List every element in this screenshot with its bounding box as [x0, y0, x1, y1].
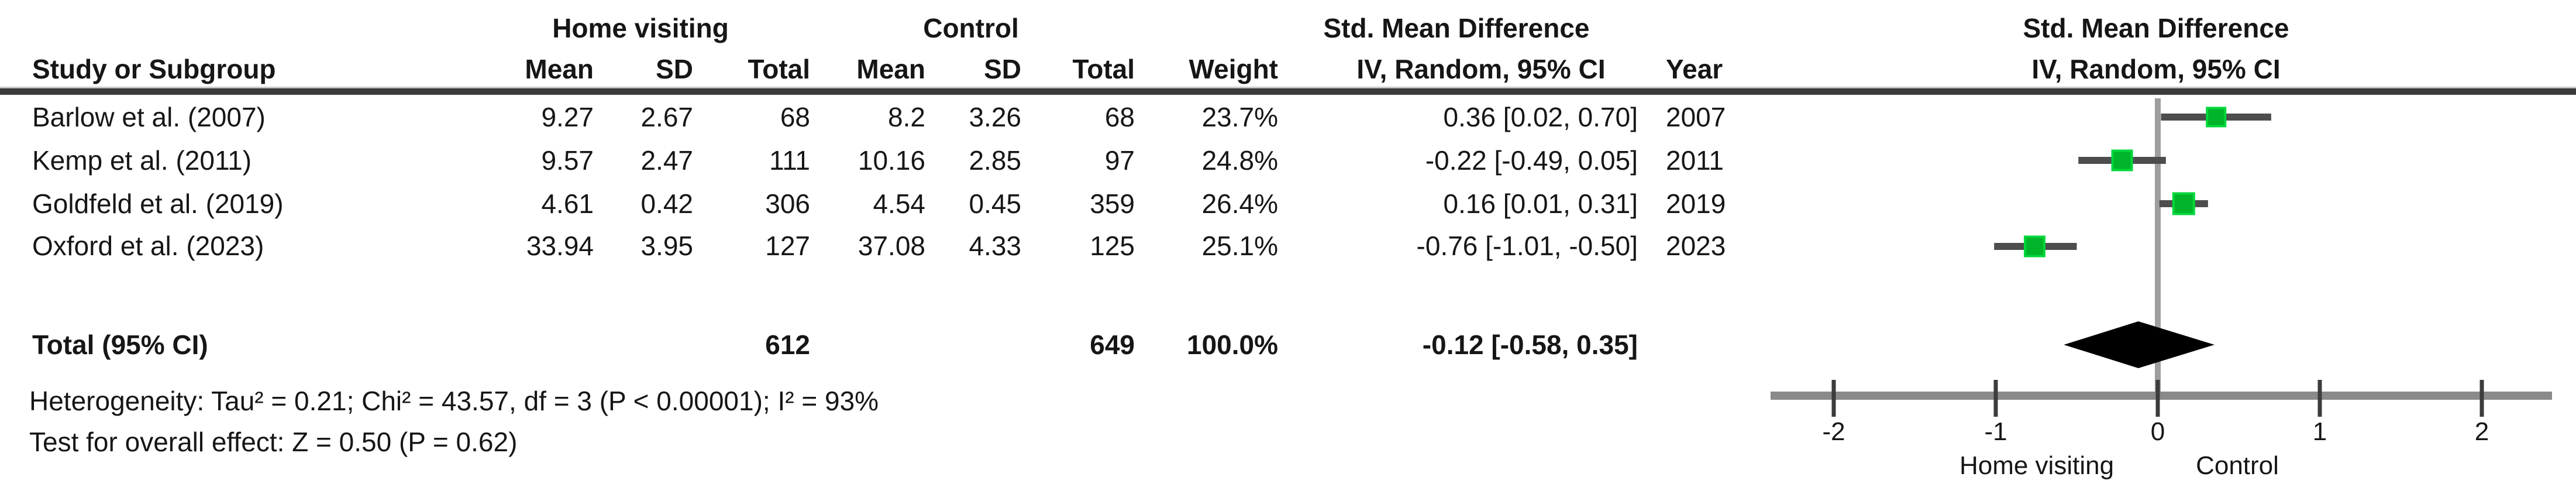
mean-ctl: 10.16 [857, 145, 925, 176]
axis-tick-label: -1 [1984, 417, 2007, 446]
col-header-study: Study or Subgroup [32, 54, 276, 84]
weight-value: 24.8% [1201, 145, 1278, 176]
total-row: Total (95% CI) 612 649 100.0% -0.12 [-0.… [0, 328, 2576, 361]
total-ctl: 125 [1090, 231, 1135, 261]
study-label: Barlow et al. (2007) [32, 102, 266, 132]
study-label: Kemp et al. (2011) [32, 145, 252, 176]
col-header-sd-exp: SD [656, 54, 693, 84]
group-header-experimental: Home visiting [552, 13, 729, 43]
total-ci-text: -0.12 [-0.58, 0.35] [1422, 330, 1638, 360]
mean-exp: 33.94 [526, 231, 594, 261]
sd-exp: 0.42 [640, 188, 693, 219]
year-value: 2023 [1666, 231, 1726, 261]
total-exp: 306 [765, 188, 810, 219]
col-header-total-exp: Total [748, 54, 810, 84]
total-weight: 100.0% [1186, 330, 1278, 360]
total-ctl: 97 [1104, 145, 1135, 176]
ci-text: 0.36 [0.02, 0.70] [1443, 102, 1638, 132]
study-label: Goldfeld et al. (2019) [32, 188, 284, 219]
weight-value: 25.1% [1201, 231, 1278, 261]
col-header-mean-exp: Mean [525, 54, 594, 84]
total-n-ctl: 649 [1090, 330, 1135, 360]
col-header-weight: Weight [1189, 54, 1278, 84]
table-row: Oxford et al. (2023) 33.94 3.95 127 37.0… [0, 229, 2576, 262]
sd-exp: 3.95 [640, 231, 693, 261]
sd-ctl: 3.26 [969, 102, 1021, 132]
year-value: 2011 [1666, 145, 1724, 176]
group-header-smd: Std. Mean Difference [1323, 13, 1590, 43]
total-ctl: 68 [1104, 102, 1135, 132]
sd-exp: 2.47 [640, 145, 693, 176]
sd-ctl: 2.85 [969, 145, 1021, 176]
group-header-control: Control [923, 13, 1019, 43]
total-exp: 127 [765, 231, 810, 261]
sd-exp: 2.67 [640, 102, 693, 132]
table-row: Kemp et al. (2011) 9.57 2.47 111 10.16 2… [0, 144, 2576, 177]
table-row: Barlow et al. (2007) 9.27 2.67 68 8.2 3.… [0, 101, 2576, 133]
ci-text: 0.16 [0.01, 0.31] [1443, 188, 1638, 219]
sd-ctl: 0.45 [969, 188, 1021, 219]
total-exp: 68 [780, 102, 810, 132]
axis-tick-label: 0 [2151, 417, 2165, 446]
weight-value: 26.4% [1201, 188, 1278, 219]
mean-ctl: 37.08 [857, 231, 925, 261]
axis-tick-label: 2 [2475, 417, 2489, 446]
plot-header-iv-random: IV, Random, 95% CI [2031, 54, 2281, 84]
study-label: Oxford et al. (2023) [32, 231, 264, 261]
col-header-mean-ctl: Mean [856, 54, 925, 84]
mean-exp: 9.57 [541, 145, 594, 176]
total-ctl: 359 [1090, 188, 1135, 219]
sd-ctl: 4.33 [969, 231, 1021, 261]
col-header-iv-random: IV, Random, 95% CI [1356, 54, 1606, 84]
axis-tick-label: 1 [2313, 417, 2327, 446]
ci-text: -0.22 [-0.49, 0.05] [1425, 145, 1638, 176]
weight-value: 23.7% [1201, 102, 1278, 132]
ci-text: -0.76 [-1.01, -0.50] [1416, 231, 1638, 261]
axis-label-left: Home visiting [1959, 451, 2114, 480]
mean-ctl: 8.2 [888, 102, 925, 132]
year-value: 2019 [1666, 188, 1726, 219]
total-label: Total (95% CI) [32, 330, 208, 360]
col-header-total-ctl: Total [1072, 54, 1135, 84]
col-header-sd-ctl: SD [984, 54, 1021, 84]
mean-ctl: 4.54 [873, 188, 925, 219]
year-value: 2007 [1666, 102, 1726, 132]
header-divider [0, 87, 2576, 95]
mean-exp: 9.27 [541, 102, 594, 132]
plot-header-smd: Std. Mean Difference [2023, 13, 2289, 43]
heterogeneity-stats: Heterogeneity: Tau² = 0.21; Chi² = 43.57… [29, 386, 879, 416]
total-n-exp: 612 [765, 330, 810, 360]
mean-exp: 4.61 [541, 188, 594, 219]
col-header-year: Year [1666, 54, 1723, 84]
axis-tick-label: -2 [1822, 417, 1845, 446]
table-row: Goldfeld et al. (2019) 4.61 0.42 306 4.5… [0, 187, 2576, 220]
total-exp: 111 [769, 145, 810, 176]
axis-label-right: Control [2196, 451, 2279, 480]
overall-effect-test: Test for overall effect: Z = 0.50 (P = 0… [29, 427, 518, 457]
